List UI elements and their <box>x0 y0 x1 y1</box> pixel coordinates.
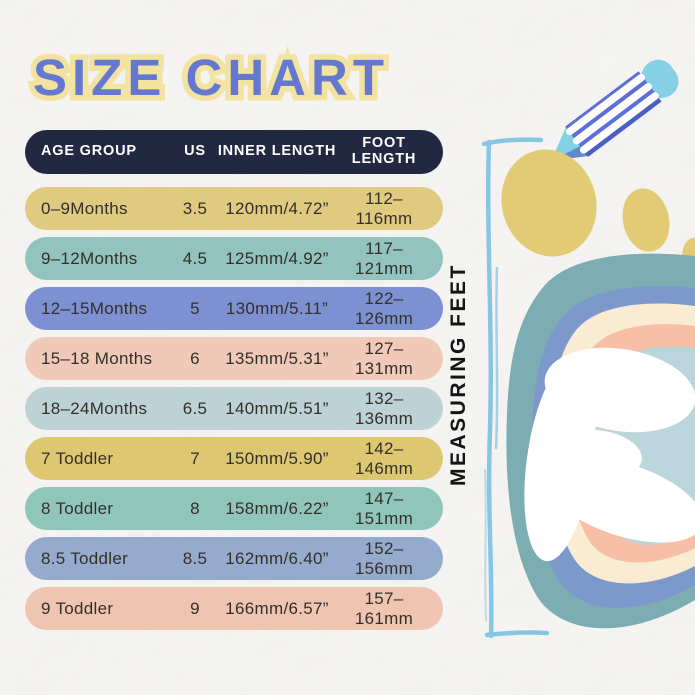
foot-length-cell: 152–156mm <box>354 538 414 578</box>
table-row: 0–9Months 3.5 120mm/4.72” 112–116mm <box>25 187 443 230</box>
foot-length-cell: 122–126mm <box>354 288 414 328</box>
inner-length-cell: 135mm/5.31” <box>225 348 329 368</box>
inner-length-cell: 130mm/5.11” <box>225 298 329 318</box>
age-group-cell: 7 Toddler <box>41 448 114 468</box>
measuring-feet-label: MEASURING FEET <box>447 263 470 487</box>
header-us-size: US <box>184 143 206 160</box>
table-row: 9 Toddler 9 166mm/6.57” 157–161mm <box>25 587 443 630</box>
table-row: 18–24Months 6.5 140mm/5.51” 132–136mm <box>25 387 443 430</box>
page-title-text: SIZE CHART <box>33 49 389 106</box>
foot-length-cell: 132–136mm <box>354 388 414 428</box>
us-size-cell: 9 <box>190 598 200 618</box>
header-foot-length: FOOT LENGTH <box>351 135 417 167</box>
us-size-cell: 8.5 <box>182 548 208 568</box>
inner-length-cell: 166mm/6.57” <box>225 598 329 618</box>
inner-length-cell: 150mm/5.90” <box>225 448 329 468</box>
us-size-cell: 6.5 <box>182 398 208 418</box>
foot-length-cell: 157–161mm <box>354 588 414 628</box>
age-group-cell: 15–18 Months <box>41 348 153 368</box>
foot-length-cell: 117–121mm <box>354 238 414 278</box>
us-size-cell: 8 <box>190 498 200 518</box>
us-size-cell: 7 <box>190 448 200 468</box>
table-header-row: AGE GROUP US INNER LENGTH FOOT LENGTH <box>25 130 443 174</box>
table-row: 15–18 Months 6 135mm/5.31” 127–131mm <box>25 337 443 380</box>
table-row: 12–15Months 5 130mm/5.11” 122–126mm <box>25 287 443 330</box>
table-row: 7 Toddler 7 150mm/5.90” 142–146mm <box>25 437 443 480</box>
page-title: SIZE CHART SIZE CHART <box>28 44 453 118</box>
size-chart-table: AGE GROUP US INNER LENGTH FOOT LENGTH 0–… <box>25 130 443 630</box>
age-group-cell: 12–15Months <box>41 298 148 318</box>
table-row: 8.5 Toddler 8.5 162mm/6.40” 152–156mm <box>25 537 443 580</box>
foot-length-cell: 127–131mm <box>354 338 414 378</box>
table-row: 8 Toddler 8 158mm/6.22” 147–151mm <box>25 487 443 530</box>
header-inner-length: INNER LENGTH <box>217 143 337 160</box>
age-group-cell: 0–9Months <box>41 198 128 218</box>
inner-length-cell: 158mm/6.22” <box>225 498 329 518</box>
us-size-cell: 6 <box>190 348 200 368</box>
age-group-cell: 9 Toddler <box>41 598 114 618</box>
age-group-cell: 8 Toddler <box>41 498 114 518</box>
us-size-cell: 3.5 <box>182 198 208 218</box>
inner-length-cell: 162mm/6.40” <box>225 548 329 568</box>
foot-length-cell: 142–146mm <box>354 438 414 478</box>
age-group-cell: 9–12Months <box>41 248 138 268</box>
us-size-cell: 4.5 <box>182 248 208 268</box>
inner-length-cell: 125mm/4.92” <box>225 248 329 268</box>
age-group-cell: 18–24Months <box>41 398 148 418</box>
inner-length-cell: 120mm/4.72” <box>225 198 329 218</box>
table-row: 9–12Months 4.5 125mm/4.92” 117–121mm <box>25 237 443 280</box>
us-size-cell: 5 <box>190 298 200 318</box>
header-age-group: AGE GROUP <box>41 143 137 160</box>
page-title-outline: SIZE CHART <box>28 44 390 112</box>
foot-length-cell: 147–151mm <box>354 488 414 528</box>
inner-length-cell: 140mm/5.51” <box>225 398 329 418</box>
foot-length-cell: 112–116mm <box>355 188 413 228</box>
age-group-cell: 8.5 Toddler <box>41 548 129 568</box>
